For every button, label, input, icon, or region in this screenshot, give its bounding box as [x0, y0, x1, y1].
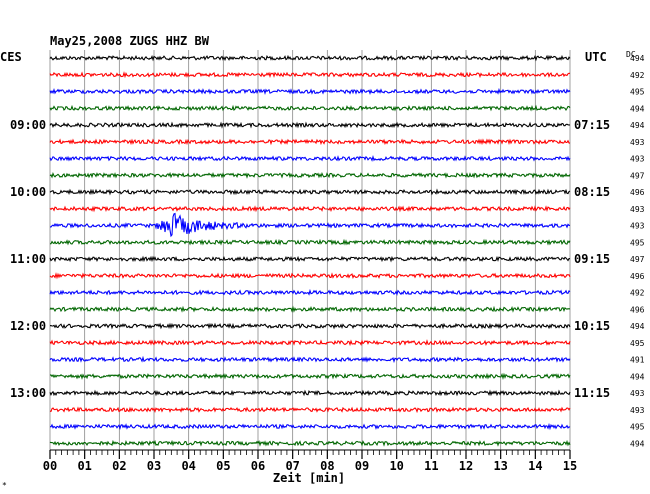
trace-row-11	[49, 238, 571, 246]
x-axis-label: Zeit [min]	[273, 471, 345, 485]
dc-value: 494	[630, 104, 645, 113]
dc-value: 493	[630, 222, 645, 231]
dc-value: 493	[630, 389, 645, 398]
trace-row-1	[49, 71, 570, 79]
footer-mark: *	[2, 481, 7, 490]
left-hour-label: 11:00	[10, 252, 46, 266]
right-timezone-label: UTC	[585, 50, 607, 64]
dc-value: 493	[630, 138, 645, 147]
x-tick-label: 12	[459, 459, 473, 473]
trace-row-14	[49, 288, 571, 296]
dc-value: 495	[630, 88, 645, 97]
trace-row-12	[49, 255, 571, 263]
x-tick-label: 07	[285, 459, 299, 473]
left-hour-label: 12:00	[10, 319, 46, 333]
dc-value: 493	[630, 205, 645, 214]
dc-value: 497	[630, 255, 645, 264]
right-hour-label: 09:15	[574, 252, 610, 266]
x-tick-label: 14	[528, 459, 542, 473]
plot-grid	[49, 50, 571, 452]
trace-rows	[49, 54, 571, 447]
left-hour-label: 09:00	[10, 118, 46, 132]
left-hour-label: 13:00	[10, 386, 46, 400]
right-hour-label: 07:15	[574, 118, 610, 132]
dc-value: 492	[630, 289, 645, 298]
chart-title: May25,2008 ZUGS HHZ BW	[50, 34, 210, 48]
dc-value: 494	[630, 121, 645, 130]
dc-value: 492	[630, 71, 645, 80]
dc-value: 496	[630, 272, 645, 281]
left-hour-label: 10:00	[10, 185, 46, 199]
trace-row-9	[49, 205, 571, 213]
trace-row-18	[49, 355, 571, 364]
trace-row-4	[49, 121, 571, 129]
dc-value: 493	[630, 155, 645, 164]
x-tick-label: 11	[424, 459, 438, 473]
hour-labels: 09:00 07:15 10:00 08:15 11:00 09:15 12:00 10:15…	[10, 118, 610, 400]
dc-value: 494	[630, 439, 645, 448]
trace-row-13	[49, 272, 571, 280]
right-hour-label: 11:15	[574, 386, 610, 400]
right-hour-label: 08:15	[574, 185, 610, 199]
trace-row-0	[49, 54, 571, 62]
trace-row-2	[49, 87, 571, 96]
x-tick-label: 05	[216, 459, 230, 473]
trace-row-5	[49, 138, 571, 146]
trace-row-17	[49, 339, 571, 347]
x-tick-label: 02	[112, 459, 126, 473]
trace-row-19	[49, 372, 571, 381]
trace-row-15	[49, 305, 571, 313]
dc-value: 494	[630, 54, 645, 63]
dc-value: 497	[630, 171, 645, 180]
trace-row-7	[49, 171, 571, 179]
trace-row-3	[49, 104, 571, 112]
x-tick-label: 01	[77, 459, 91, 473]
x-tick-label: 08	[320, 459, 334, 473]
dc-value: 494	[630, 322, 645, 331]
dc-values: 494 492 495 494 494 493 493 497 496 493 493 495 497 4…	[630, 54, 645, 448]
trace-row-22	[49, 422, 571, 431]
trace-row-8	[49, 188, 571, 196]
dc-value: 495	[630, 339, 645, 348]
x-tick-label: 15	[563, 459, 577, 473]
x-axis: 00 01 02 03 04 05 06 07 08 09 10 11 12 13 14 15	[43, 449, 577, 473]
trace-row-20	[49, 389, 571, 397]
trace-row-6	[49, 154, 571, 162]
trace-row-21	[49, 406, 571, 414]
x-tick-label: 10	[389, 459, 403, 473]
x-tick-label: 04	[181, 459, 195, 473]
trace-row-10	[50, 212, 571, 238]
x-tick-label: 13	[493, 459, 507, 473]
left-timezone-label: CES	[0, 50, 22, 64]
dc-value: 496	[630, 305, 645, 314]
dc-value: 491	[630, 356, 645, 365]
trace-row-16	[49, 322, 571, 330]
dc-value: 493	[630, 406, 645, 415]
x-tick-label: 03	[147, 459, 161, 473]
trace-row-23	[49, 439, 571, 447]
x-tick-label: 06	[251, 459, 265, 473]
dc-value: 494	[630, 372, 645, 381]
dc-header: DC	[626, 50, 636, 59]
x-tick-label: 00	[43, 459, 57, 473]
dc-value: 495	[630, 423, 645, 432]
x-tick-label: 09	[355, 459, 369, 473]
dc-value: 495	[630, 238, 645, 247]
dc-value: 496	[630, 188, 645, 197]
right-hour-label: 10:15	[574, 319, 610, 333]
